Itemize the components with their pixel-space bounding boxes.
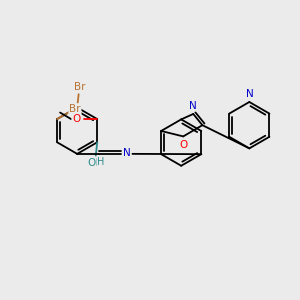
- Text: O: O: [179, 140, 188, 150]
- Text: Br: Br: [69, 104, 81, 114]
- Text: O: O: [72, 114, 81, 124]
- Text: N: N: [189, 100, 196, 111]
- Text: OH: OH: [88, 158, 104, 168]
- Text: H: H: [97, 157, 105, 167]
- Text: N: N: [246, 89, 254, 99]
- Text: N: N: [123, 148, 131, 158]
- Text: Br: Br: [74, 82, 85, 92]
